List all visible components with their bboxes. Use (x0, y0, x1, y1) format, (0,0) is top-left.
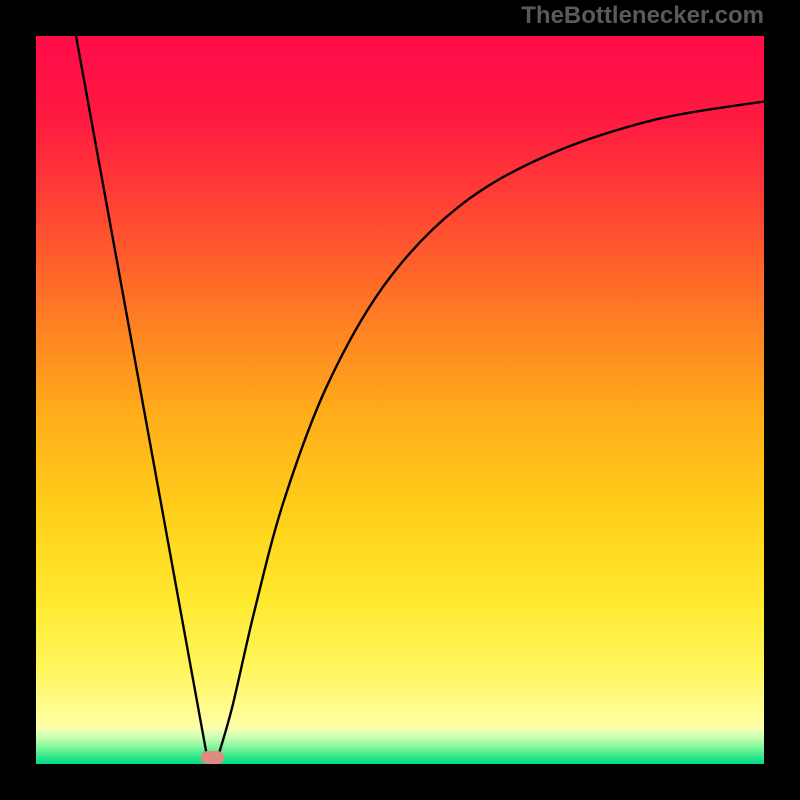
watermark-text: TheBottlenecker.com (521, 2, 764, 30)
chart-frame: TheBottlenecker.com (0, 0, 800, 800)
plot-area (36, 36, 764, 764)
curve-right-branch (218, 102, 764, 757)
optimum-marker (201, 751, 224, 764)
plot-svg (36, 36, 764, 764)
curve-left-branch (76, 36, 207, 757)
